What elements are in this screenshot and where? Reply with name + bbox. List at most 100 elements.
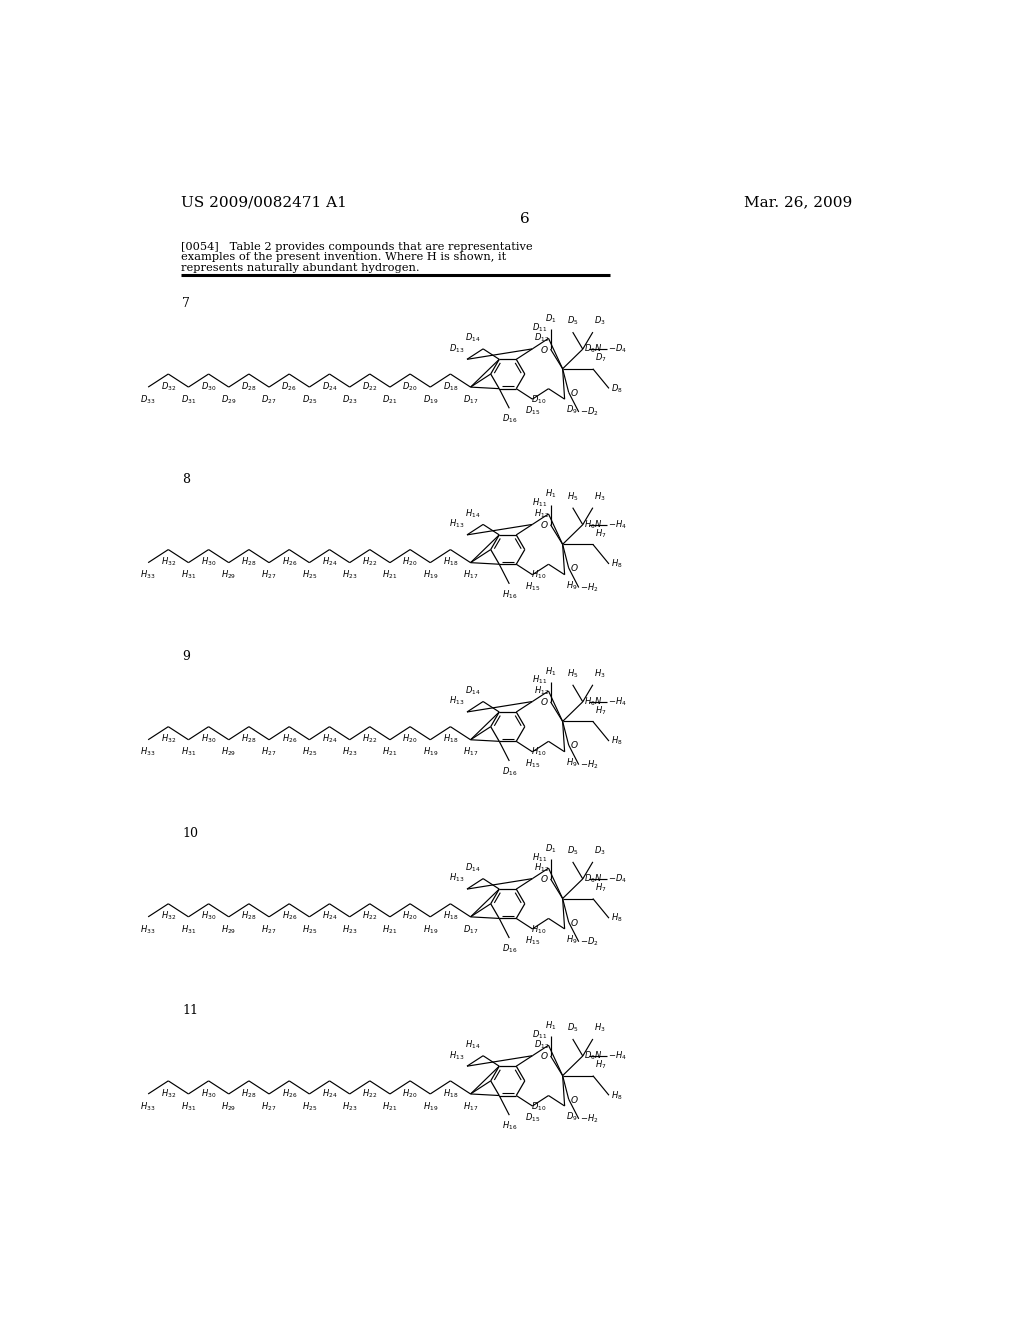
Text: $H_{19}$: $H_{19}$	[423, 923, 438, 936]
Text: $H_{32}$: $H_{32}$	[161, 1088, 176, 1100]
Text: $H_{32}$: $H_{32}$	[161, 909, 176, 923]
Text: $D_{19}$: $D_{19}$	[423, 393, 438, 405]
Text: $D_{15}$: $D_{15}$	[524, 404, 540, 417]
Text: $H_{28}$: $H_{28}$	[242, 556, 257, 568]
Text: $H_{26}$: $H_{26}$	[282, 909, 297, 923]
Text: $H_{16}$: $H_{16}$	[502, 589, 517, 601]
Text: $H_{31}$: $H_{31}$	[181, 569, 196, 581]
Text: $H_{19}$: $H_{19}$	[423, 569, 438, 581]
Text: $H_{21}$: $H_{21}$	[382, 746, 397, 759]
Text: $D_{15}$: $D_{15}$	[524, 1111, 540, 1123]
Text: $H_{21}$: $H_{21}$	[382, 1100, 397, 1113]
Text: $H_{25}$: $H_{25}$	[302, 1100, 317, 1113]
Text: Mar. 26, 2009: Mar. 26, 2009	[744, 195, 852, 210]
Text: $H_{31}$: $H_{31}$	[181, 923, 196, 936]
Text: $-H_2$: $-H_2$	[581, 759, 599, 771]
Text: $H_{13}$: $H_{13}$	[450, 873, 465, 884]
Text: $H_{12}$: $H_{12}$	[534, 684, 549, 697]
Text: $H_6 N$: $H_6 N$	[585, 519, 603, 531]
Text: $O$: $O$	[541, 343, 549, 355]
Text: $D_{10}$: $D_{10}$	[530, 393, 546, 405]
Text: [0054]   Table 2 provides compounds that are representative: [0054] Table 2 provides compounds that a…	[180, 242, 532, 252]
Text: $H_{9}$: $H_{9}$	[566, 756, 578, 770]
Text: $H_1$: $H_1$	[545, 488, 556, 500]
Text: $D_{24}$: $D_{24}$	[322, 380, 337, 392]
Text: $H_{20}$: $H_{20}$	[402, 1088, 418, 1100]
Text: $H_{29}$: $H_{29}$	[221, 746, 237, 759]
Text: $D_8$: $D_8$	[611, 383, 623, 395]
Text: $D_{14}$: $D_{14}$	[465, 331, 481, 345]
Text: $D_{21}$: $D_{21}$	[382, 393, 397, 405]
Text: $D_{33}$: $D_{33}$	[140, 393, 156, 405]
Text: $H_{13}$: $H_{13}$	[450, 694, 465, 708]
Text: $H_{30}$: $H_{30}$	[201, 909, 216, 923]
Text: $-D_4$: $-D_4$	[608, 873, 628, 886]
Text: $D_{29}$: $D_{29}$	[221, 393, 237, 405]
Text: $D_{32}$: $D_{32}$	[161, 380, 176, 392]
Text: represents naturally abundant hydrogen.: represents naturally abundant hydrogen.	[180, 263, 419, 273]
Text: $D_{20}$: $D_{20}$	[402, 380, 418, 392]
Text: $H_{23}$: $H_{23}$	[342, 746, 357, 759]
Text: $H_{19}$: $H_{19}$	[423, 746, 438, 759]
Text: $H_{9}$: $H_{9}$	[566, 579, 578, 591]
Text: $H_8$: $H_8$	[611, 912, 623, 924]
Text: $D_7$: $D_7$	[595, 351, 607, 364]
Text: $D_{14}$: $D_{14}$	[465, 862, 481, 874]
Text: $-H_2$: $-H_2$	[581, 581, 599, 594]
Text: $D_3$: $D_3$	[594, 315, 606, 327]
Text: $D_{12}$: $D_{12}$	[534, 331, 549, 345]
Text: $D_{22}$: $D_{22}$	[362, 380, 378, 392]
Text: $D_{25}$: $D_{25}$	[302, 393, 317, 405]
Text: $H_{22}$: $H_{22}$	[362, 1088, 378, 1100]
Text: $H_{29}$: $H_{29}$	[221, 923, 237, 936]
Text: $H_{13}$: $H_{13}$	[450, 1049, 465, 1061]
Text: $H_8$: $H_8$	[611, 735, 623, 747]
Text: $H_1$: $H_1$	[545, 665, 556, 677]
Text: $H_{12}$: $H_{12}$	[534, 507, 549, 520]
Text: $H_5$: $H_5$	[567, 668, 579, 680]
Text: $H_{27}$: $H_{27}$	[261, 923, 276, 936]
Text: $D_5$: $D_5$	[567, 845, 579, 857]
Text: $D_{13}$: $D_{13}$	[450, 342, 465, 355]
Text: $H_7$: $H_7$	[595, 705, 606, 717]
Text: $H_{30}$: $H_{30}$	[201, 733, 216, 746]
Text: $H_8$: $H_8$	[611, 1089, 623, 1101]
Text: $D_{14}$: $D_{14}$	[465, 684, 481, 697]
Text: $H_{28}$: $H_{28}$	[242, 909, 257, 923]
Text: $H_{27}$: $H_{27}$	[261, 569, 276, 581]
Text: $H_{25}$: $H_{25}$	[302, 746, 317, 759]
Text: $H_{15}$: $H_{15}$	[524, 758, 540, 770]
Text: $H_{15}$: $H_{15}$	[524, 935, 540, 946]
Text: $-D_4$: $-D_4$	[608, 343, 628, 355]
Text: $D_{12}$: $D_{12}$	[534, 1039, 549, 1051]
Text: $-H_4$: $-H_4$	[608, 519, 628, 531]
Text: $D_5$: $D_5$	[567, 1022, 579, 1035]
Text: 7: 7	[182, 297, 190, 310]
Text: $H_{27}$: $H_{27}$	[261, 1100, 276, 1113]
Text: $H_{11}$: $H_{11}$	[531, 496, 547, 510]
Text: $H_{10}$: $H_{10}$	[530, 923, 546, 936]
Text: $H_{18}$: $H_{18}$	[442, 909, 458, 923]
Text: $H_{30}$: $H_{30}$	[201, 556, 216, 568]
Text: $H_7$: $H_7$	[595, 527, 606, 540]
Text: $H_{20}$: $H_{20}$	[402, 733, 418, 746]
Text: $H_{17}$: $H_{17}$	[463, 569, 478, 581]
Text: $H_{22}$: $H_{22}$	[362, 733, 378, 746]
Text: $H_{29}$: $H_{29}$	[221, 1100, 237, 1113]
Text: $H_{24}$: $H_{24}$	[322, 909, 337, 923]
Text: $H_{33}$: $H_{33}$	[140, 1100, 156, 1113]
Text: $H_{20}$: $H_{20}$	[402, 556, 418, 568]
Text: $D_{16}$: $D_{16}$	[502, 413, 517, 425]
Text: $H_{31}$: $H_{31}$	[181, 746, 196, 759]
Text: $D_{17}$: $D_{17}$	[463, 923, 478, 936]
Text: $H_{32}$: $H_{32}$	[161, 556, 176, 568]
Text: US 2009/0082471 A1: US 2009/0082471 A1	[180, 195, 346, 210]
Text: $O$: $O$	[570, 387, 579, 397]
Text: $H_{33}$: $H_{33}$	[140, 923, 156, 936]
Text: $H_{31}$: $H_{31}$	[181, 1100, 196, 1113]
Text: $O$: $O$	[541, 519, 549, 531]
Text: $D_{16}$: $D_{16}$	[502, 942, 517, 956]
Text: $H_{14}$: $H_{14}$	[465, 507, 481, 520]
Text: $H_{20}$: $H_{20}$	[402, 909, 418, 923]
Text: $H_{10}$: $H_{10}$	[530, 569, 546, 581]
